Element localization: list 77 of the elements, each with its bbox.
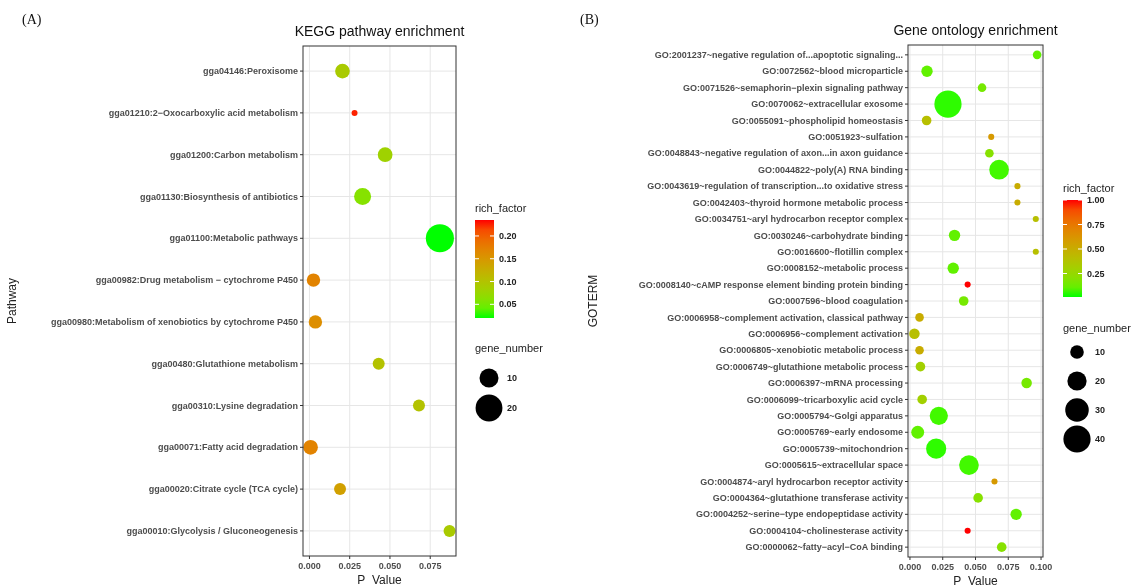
x-tick-label: 0.075 — [997, 562, 1020, 572]
color-bar-label: 0.15 — [499, 253, 517, 264]
y-tick-label: GO:0005739~mitochondrion — [782, 443, 903, 454]
y-tick-label: GO:0071526~semaphorin−plexin signaling pathway — [682, 82, 903, 93]
y-tick-label: GO:0004364~glutathione transferase activity — [712, 493, 903, 504]
y-tick-label: GO:0000062~fatty−acyl−CoA binding — [745, 542, 903, 553]
y-tick-label: gga00010:Glycolysis / Gluconeogenesis — [126, 526, 298, 537]
x-tick-label: 0.025 — [931, 562, 954, 572]
y-tick-label: GO:0044822~poly(A) RNA binding — [758, 164, 903, 175]
y-tick-label: GO:0008152~metabolic process — [766, 263, 903, 274]
color-bar-title: rich_factor — [1063, 182, 1115, 194]
color-bar-label: 1.00 — [1087, 195, 1105, 206]
y-tick-label: GO:0048843~negative regulation of axon...in axon guidance — [647, 148, 903, 159]
y-tick-label: GO:0043619~regulation of transcription...to oxidative stress — [647, 181, 903, 192]
y-tick-label: GO:0006749~glutathione metabolic process — [715, 361, 903, 372]
y-tick-label: GO:0030246~carbohydrate binding — [753, 230, 903, 241]
y-tick-label: GO:0005615~extracellular space — [764, 460, 903, 471]
x-tick-label: 0.075 — [418, 561, 442, 571]
y-tick-label: GO:0004104~cholinesterase activity — [749, 525, 903, 536]
x-tick-label: 0.100 — [1029, 562, 1053, 572]
y-tick-label: GO:0006956~complement activation — [748, 328, 903, 339]
color-bar-label: 0.50 — [1087, 244, 1105, 255]
legend-label: 10 — [507, 373, 518, 384]
legend-label: 20 — [1095, 376, 1106, 387]
x-axis-title: P_Value — [357, 573, 403, 586]
y-tick-label: gga01100:Metabolic pathways — [169, 233, 298, 244]
y-tick-label: GO:0051923~sulfation — [808, 132, 903, 143]
y-tick-label: gga00310:Lysine degradation — [171, 400, 298, 411]
y-tick-label: GO:0016600~flotillin complex — [777, 246, 903, 257]
y-tick-label: gga00480:Glutathione metabolism — [151, 358, 298, 369]
y-tick-label: gga04146:Peroxisome — [202, 66, 298, 77]
legend-label: 40 — [1095, 434, 1106, 445]
x-tick-label: 0.000 — [298, 561, 321, 571]
color-bar-label: 0.75 — [1087, 219, 1105, 230]
y-tick-label: gga01130:Biosynthesis of antibiotics — [139, 191, 298, 202]
y-tick-label: GO:0005769~early endosome — [777, 427, 903, 438]
y-tick-label: GO:0005794~Golgi apparatus — [777, 411, 903, 422]
color-bar-label: 0.10 — [499, 276, 517, 287]
y-tick-label: GO:0006958~complement activation, classical pathway — [667, 312, 903, 323]
y-tick-label: GO:2001237~negative regulation of...apoptotic signaling... — [654, 50, 903, 60]
y-tick-label: GO:0007596~blood coagulation — [768, 296, 903, 307]
x-tick-label: 0.050 — [964, 562, 987, 572]
chart-title: Gene ontology enrichment — [893, 22, 1058, 38]
y-tick-label: gga00980:Metabolism of xenobiotics by cytochrome P450 — [50, 317, 298, 328]
y-tick-label: GO:0006099~tricarboxylic acid cycle — [746, 394, 903, 405]
y-tick-label: gga00020:Citrate cycle (TCA cycle) — [148, 484, 298, 495]
y-tick-label: gga01200:Carbon metabolism — [169, 149, 298, 160]
y-tick-label: GO:0070062~extracellular exosome — [751, 99, 903, 110]
y-tick-label: GO:0042403~thyroid hormone metabolic process — [692, 197, 903, 208]
y-tick-label: GO:0004252~serine−type endopeptidase activity — [695, 509, 903, 520]
y-tick-label: gga01210:2−Oxocarboxylic acid metabolism — [108, 108, 298, 119]
color-bar-label: 0.05 — [499, 299, 517, 310]
y-tick-label: GO:0004874~aryl hydrocarbon receptor activity — [700, 476, 903, 487]
y-tick-label: GO:0008140~cAMP response element binding protein binding — [638, 279, 903, 290]
y-tick-label: gga00982:Drug metabolism − cytochrome P450 — [95, 275, 298, 286]
chart-title: KEGG pathway enrichment — [294, 23, 465, 39]
legend-label: 30 — [1095, 405, 1106, 416]
legend-title: gene_number — [1063, 322, 1132, 334]
y-tick-label: GO:0006397~mRNA processing — [768, 378, 903, 389]
y-axis-title: GOTERM — [586, 274, 600, 328]
legend-title: gene_number — [475, 342, 544, 354]
color-bar-label: 0.20 — [499, 231, 517, 242]
text: (B) — [580, 12, 599, 28]
y-tick-label: GO:0006805~xenobiotic metabolic process — [719, 345, 903, 356]
color-bar-label: 0.25 — [1087, 268, 1105, 279]
x-tick-label: 0.050 — [378, 561, 402, 571]
x-tick-label: 0.025 — [338, 561, 361, 571]
x-tick-label: 0.000 — [898, 562, 922, 572]
text: (A) — [22, 12, 42, 28]
y-tick-label: GO:0055091~phospholipid homeostasis — [731, 115, 903, 126]
legend-label: 10 — [1095, 347, 1106, 358]
color-bar-title: rich_factor — [475, 202, 527, 214]
y-tick-label: GO:0034751~aryl hydrocarbon receptor complex — [694, 214, 903, 225]
legend-label: 20 — [507, 403, 518, 414]
y-tick-label: gga00071:Fatty acid degradation — [157, 442, 298, 453]
y-axis-title: Pathway — [5, 277, 19, 325]
y-tick-label: GO:0072562~blood microparticle — [762, 66, 903, 77]
